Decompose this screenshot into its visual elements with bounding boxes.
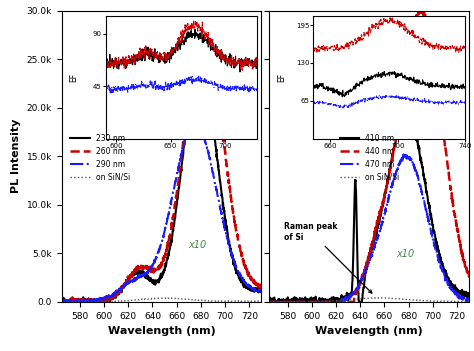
- X-axis label: Wavelength (nm): Wavelength (nm): [108, 326, 215, 336]
- Text: x10: x10: [396, 249, 415, 259]
- Text: Raman peak
of Si: Raman peak of Si: [284, 222, 372, 293]
- Legend: 230 nm, 260 nm, 290 nm, on SiN/Si: 230 nm, 260 nm, 290 nm, on SiN/Si: [67, 131, 133, 185]
- Text: x10: x10: [189, 240, 207, 250]
- Legend: 410 nm, 440 nm, 470 nm, on SiN/Si: 410 nm, 440 nm, 470 nm, on SiN/Si: [337, 131, 403, 185]
- Y-axis label: PL Intensity: PL Intensity: [11, 119, 21, 193]
- X-axis label: Wavelength (nm): Wavelength (nm): [316, 326, 423, 336]
- Text: (a): (a): [235, 19, 255, 32]
- Text: (b): (b): [443, 19, 463, 32]
